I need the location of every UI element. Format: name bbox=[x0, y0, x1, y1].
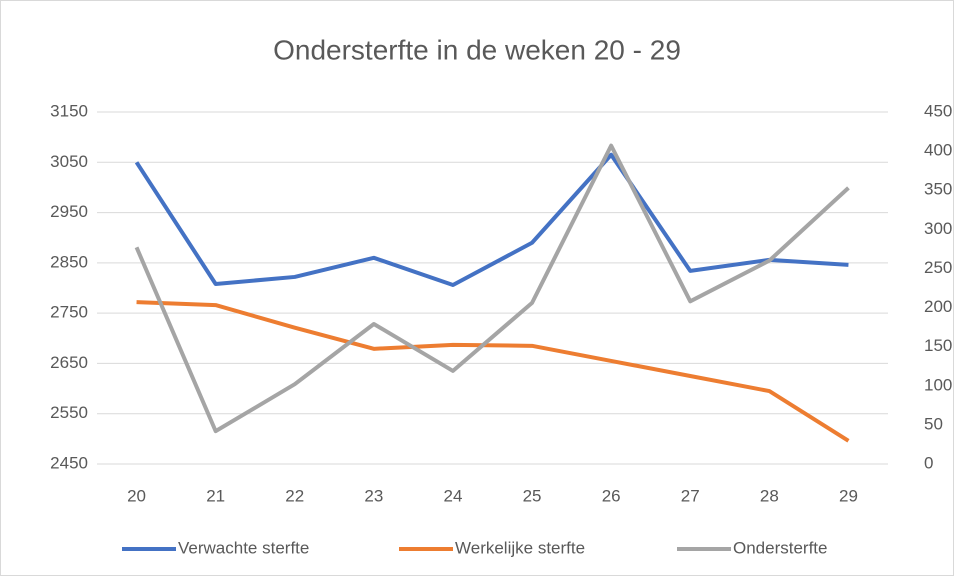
chart-title: Ondersterfte in de weken 20 - 29 bbox=[273, 34, 681, 65]
y2-tick-label: 100 bbox=[924, 375, 952, 394]
y-tick-label: 2950 bbox=[50, 202, 88, 221]
x-tick-label: 21 bbox=[206, 486, 225, 505]
y-tick-label: 2450 bbox=[50, 453, 88, 472]
series-line bbox=[134, 152, 849, 287]
legend-label: Verwachte sterfte bbox=[178, 538, 309, 557]
series-line bbox=[134, 143, 850, 434]
y-tick-label: 2850 bbox=[50, 252, 88, 271]
y-tick-label: 3050 bbox=[50, 152, 88, 171]
series-line bbox=[136, 300, 850, 443]
y2-tick-label: 150 bbox=[924, 336, 952, 355]
x-tick-label: 29 bbox=[839, 486, 858, 505]
y2-tick-label: 0 bbox=[924, 453, 933, 472]
y2-tick-label: 200 bbox=[924, 297, 952, 316]
x-tick-label: 20 bbox=[127, 486, 146, 505]
x-tick-label: 22 bbox=[285, 486, 304, 505]
y2-tick-label: 400 bbox=[924, 141, 952, 160]
y2-tick-label: 300 bbox=[924, 219, 952, 238]
x-tick-label: 24 bbox=[443, 486, 462, 505]
legend-label: Werkelijke sterfte bbox=[455, 538, 585, 557]
y-tick-label: 2750 bbox=[50, 303, 88, 322]
y2-tick-label: 350 bbox=[924, 180, 952, 199]
y-tick-label: 2650 bbox=[50, 353, 88, 372]
x-tick-label: 25 bbox=[523, 486, 542, 505]
x-tick-label: 26 bbox=[602, 486, 621, 505]
x-tick-label: 27 bbox=[681, 486, 700, 505]
y2-tick-label: 250 bbox=[924, 258, 952, 277]
y-tick-label: 2550 bbox=[50, 403, 88, 422]
y2-tick-label: 50 bbox=[924, 414, 943, 433]
x-tick-label: 28 bbox=[760, 486, 779, 505]
legend-label: Ondersterfte bbox=[733, 538, 828, 557]
y2-tick-label: 450 bbox=[924, 101, 952, 120]
x-tick-label: 23 bbox=[364, 486, 383, 505]
y-tick-label: 3150 bbox=[50, 101, 88, 120]
